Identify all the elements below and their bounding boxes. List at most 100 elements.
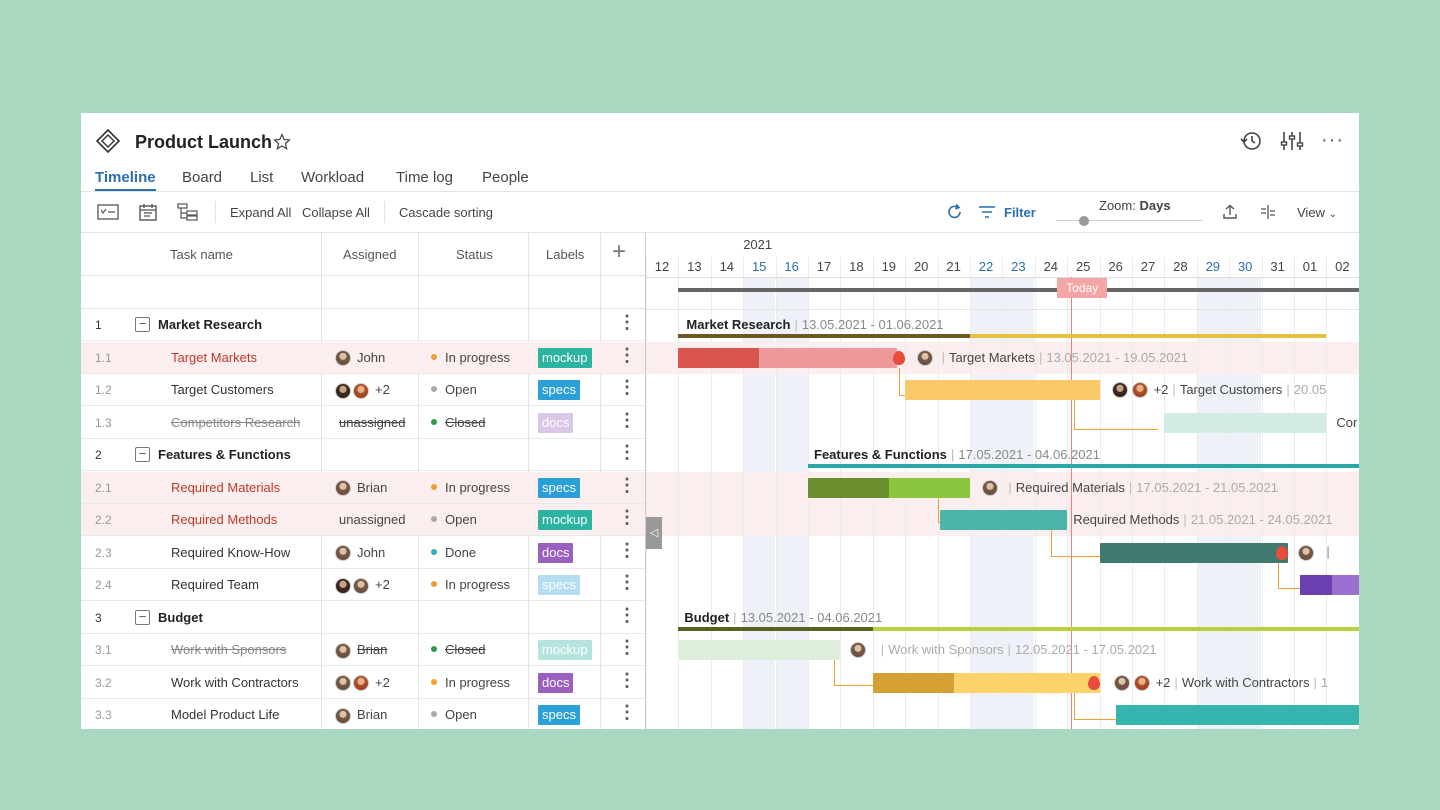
collapse-panel-handle[interactable]: ◁ xyxy=(646,517,662,549)
gantt-bar-required-methods[interactable] xyxy=(939,510,1068,530)
table-row[interactable]: 1.2 Target Customers +2 Open specs ⋮ xyxy=(81,374,645,406)
tab-time-log[interactable]: Time log xyxy=(396,169,453,186)
row-menu-icon[interactable]: ⋮ xyxy=(618,377,636,397)
status-cell[interactable]: Closed xyxy=(431,415,485,430)
row-menu-icon[interactable]: ⋮ xyxy=(618,572,636,592)
tab-list[interactable]: List xyxy=(250,169,274,186)
label-badge[interactable]: docs xyxy=(538,412,574,433)
task-name[interactable]: Competitors Research xyxy=(171,414,301,430)
assigned-cell[interactable]: unassigned xyxy=(335,512,406,527)
assigned-cell[interactable]: John xyxy=(335,545,385,562)
group-span-bar[interactable] xyxy=(678,626,1359,631)
column-labels[interactable]: Labels xyxy=(546,247,585,262)
status-cell[interactable]: In progress xyxy=(431,350,510,365)
tab-board[interactable]: Board xyxy=(182,169,223,186)
gantt-bar-target-customers[interactable] xyxy=(905,380,1100,400)
group-name[interactable]: Features & Functions xyxy=(158,447,291,462)
status-cell[interactable]: In progress xyxy=(431,480,510,495)
more-options-icon[interactable]: ··· xyxy=(1321,129,1344,151)
assigned-cell[interactable]: +2 xyxy=(335,577,390,594)
tab-people[interactable]: People xyxy=(482,169,529,186)
row-menu-icon[interactable]: ⋮ xyxy=(618,409,636,430)
zoom-slider-handle[interactable] xyxy=(1079,216,1089,226)
cascade-sorting-button[interactable]: Cascade sorting xyxy=(399,205,493,220)
assigned-cell[interactable]: unassigned xyxy=(335,415,406,430)
label-badge[interactable]: specs xyxy=(538,705,580,725)
row-menu-icon[interactable]: ⋮ xyxy=(618,344,636,365)
assigned-cell[interactable]: Brian xyxy=(335,480,387,497)
table-row[interactable]: 1.1 Target Markets John In progress mockup ⋮ xyxy=(81,341,645,374)
group-name[interactable]: Market Research xyxy=(158,317,263,332)
zoom-slider-track[interactable] xyxy=(1056,220,1202,221)
export-icon[interactable] xyxy=(1222,204,1238,220)
group-row[interactable]: 3 − Budget ⋮ xyxy=(81,602,645,634)
gantt-bar-competitors[interactable] xyxy=(1164,412,1327,433)
task-name[interactable]: Required Team xyxy=(171,577,259,592)
table-row[interactable]: 3.2 Work with Contractors +2 In progress doc… xyxy=(81,667,645,699)
row-menu-icon[interactable]: ⋮ xyxy=(618,474,636,495)
status-cell[interactable]: Done xyxy=(431,545,476,560)
assigned-cell[interactable]: +2 xyxy=(335,675,390,692)
task-name[interactable]: Required Know-How xyxy=(171,544,291,560)
status-cell[interactable]: Closed xyxy=(431,642,485,657)
task-name[interactable]: Required Methods xyxy=(171,512,278,527)
star-icon[interactable] xyxy=(273,133,291,151)
status-cell[interactable]: In progress xyxy=(431,675,510,690)
task-name[interactable]: Target Customers xyxy=(171,382,274,397)
table-row[interactable]: 2.1 Required Materials Brian In progress spe… xyxy=(81,471,645,504)
table-row[interactable]: 3.3 Model Product Life Brian Open specs ⋮ xyxy=(81,699,645,729)
status-cell[interactable]: Open xyxy=(431,512,477,527)
task-name[interactable]: Model Product Life xyxy=(171,707,280,722)
view-dropdown[interactable]: View ⌄ xyxy=(1297,205,1337,220)
status-cell[interactable]: In progress xyxy=(431,577,510,592)
expand-all-button[interactable]: Expand All xyxy=(230,205,292,220)
label-badge[interactable]: docs xyxy=(538,672,574,693)
collapse-toggle-icon[interactable]: − xyxy=(135,317,150,332)
row-menu-icon[interactable]: ⋮ xyxy=(618,507,636,527)
tab-workload[interactable]: Workload xyxy=(301,169,365,186)
add-column-icon[interactable]: + xyxy=(612,238,627,265)
row-menu-icon[interactable]: ⋮ xyxy=(618,604,636,625)
group-row[interactable]: 1 − Market Research ⋮ xyxy=(81,309,645,341)
row-menu-icon[interactable]: ⋮ xyxy=(618,312,636,332)
row-menu-icon[interactable]: ⋮ xyxy=(618,702,636,722)
status-cell[interactable]: Open xyxy=(431,382,477,397)
table-row[interactable]: 2.3 Required Know-How John Done docs ⋮ xyxy=(81,537,645,569)
label-badge[interactable]: specs xyxy=(538,575,580,595)
label-badge[interactable]: mockup xyxy=(538,347,592,368)
status-cell[interactable]: Open xyxy=(431,707,477,722)
group-span-bar[interactable] xyxy=(678,334,1327,338)
collapse-toggle-icon[interactable]: − xyxy=(135,447,150,462)
task-name[interactable]: Required Materials xyxy=(171,479,281,495)
label-badge[interactable]: mockup xyxy=(538,510,592,530)
task-name[interactable]: Work with Contractors xyxy=(171,674,299,690)
label-badge[interactable]: specs xyxy=(538,477,580,498)
task-name[interactable]: Target Markets xyxy=(171,349,257,365)
filter-icon[interactable] xyxy=(978,205,996,219)
split-columns-icon[interactable] xyxy=(1259,204,1277,220)
table-row[interactable]: 2.2 Required Methods unassigned Open mockup ⋮ xyxy=(81,504,645,536)
task-view-icon[interactable] xyxy=(97,204,119,220)
table-row[interactable]: 2.4 Required Team +2 In progress specs ⋮ xyxy=(81,569,645,601)
group-name[interactable]: Budget xyxy=(158,609,203,625)
gantt-bar-model-product-life[interactable] xyxy=(1115,705,1359,725)
row-menu-icon[interactable]: ⋮ xyxy=(618,637,636,657)
row-menu-icon[interactable]: ⋮ xyxy=(618,539,636,560)
history-icon[interactable] xyxy=(1239,130,1263,152)
tab-timeline[interactable]: Timeline xyxy=(95,169,156,191)
task-name[interactable]: Work with Sponsors xyxy=(171,642,287,657)
settings-sliders-icon[interactable] xyxy=(1280,130,1304,152)
label-badge[interactable]: mockup xyxy=(538,640,592,660)
label-badge[interactable]: specs xyxy=(538,380,580,400)
table-row[interactable]: 3.1 Work with Sponsors Brian Closed mockup ⋮ xyxy=(81,634,645,666)
assigned-cell[interactable]: Brian xyxy=(335,642,387,659)
hierarchy-icon[interactable] xyxy=(177,203,199,221)
collapse-all-button[interactable]: Collapse All xyxy=(302,205,370,220)
refresh-icon[interactable] xyxy=(946,203,964,221)
calendar-icon[interactable] xyxy=(138,202,158,222)
label-badge[interactable]: docs xyxy=(538,542,574,563)
collapse-toggle-icon[interactable]: − xyxy=(135,609,150,625)
filter-button[interactable]: Filter xyxy=(1004,205,1036,220)
row-menu-icon[interactable]: ⋮ xyxy=(618,669,636,690)
column-assigned[interactable]: Assigned xyxy=(343,247,397,262)
